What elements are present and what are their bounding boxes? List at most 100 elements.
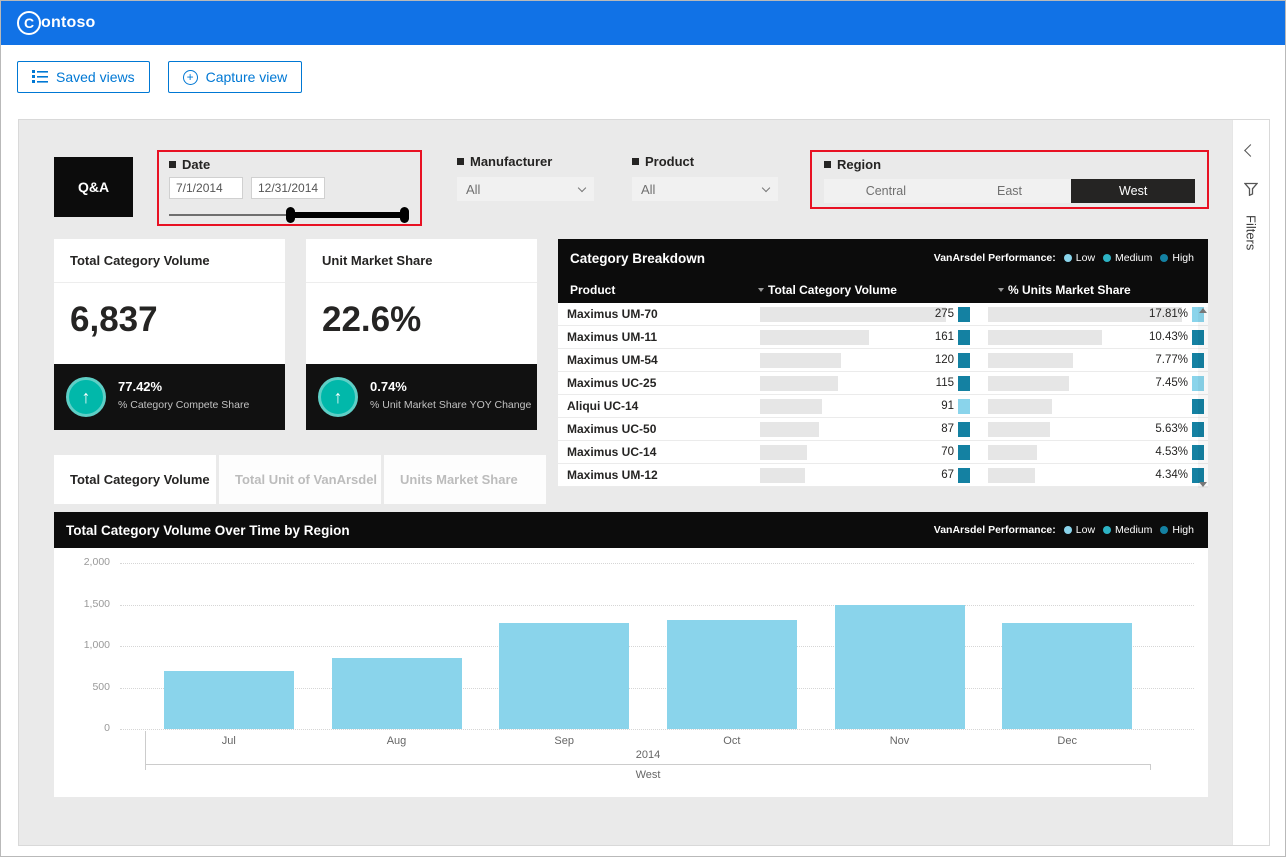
volume-value: 91	[941, 400, 954, 412]
table-row-maximus-um-70[interactable]: Maximus UM-70 275 17.81%	[558, 303, 1208, 326]
breakdown-title-row: Category Breakdown VanArsdel Performance…	[558, 239, 1208, 277]
column-header-volume[interactable]: Total Category Volume	[758, 283, 897, 297]
bar-aug[interactable]	[331, 658, 462, 729]
breakdown-column-headers: Product Total Category Volume % Units Ma…	[558, 277, 1208, 303]
performance-square-icon	[958, 353, 970, 368]
product-slicer-title: Product	[632, 154, 790, 169]
filter-funnel-icon[interactable]	[1243, 182, 1259, 201]
scroll-down-icon[interactable]	[1199, 482, 1207, 487]
tab-total-category-volume[interactable]: Total Category Volume	[54, 455, 216, 504]
saved-views-list-icon	[32, 69, 48, 86]
legend-item-high: High	[1160, 252, 1194, 264]
volume-data-bar	[760, 468, 806, 483]
column-header-share[interactable]: % Units Market Share	[998, 283, 1131, 297]
table-row-maximus-um-54[interactable]: Maximus UM-54 120 7.77%	[558, 349, 1208, 372]
region-buttons: Central East West	[824, 179, 1196, 203]
product-dropdown-value: All	[641, 181, 656, 197]
date-slicer-title-text: Date	[182, 157, 211, 172]
bar-slot-aug	[313, 658, 481, 729]
table-scrollbar[interactable]	[1198, 307, 1208, 488]
slicer-bullet-icon	[169, 161, 176, 168]
column-header-product[interactable]: Product	[570, 283, 615, 297]
up-arrow-icon: ↑	[333, 387, 343, 407]
kpi-value: 6,837	[70, 300, 158, 339]
category-breakdown-table: Category Breakdown VanArsdel Performance…	[558, 239, 1208, 492]
axis-elbow-line	[145, 731, 146, 764]
product-slicer-title-text: Product	[645, 154, 695, 169]
expand-pane-chevron-icon[interactable]	[1244, 144, 1257, 157]
volume-value: 161	[934, 331, 954, 343]
legend-dot-icon	[1103, 254, 1112, 262]
table-row-maximus-uc-50[interactable]: Maximus UC-50 87 5.63%	[558, 418, 1208, 441]
saved-views-label: Saved views	[56, 69, 135, 85]
manufacturer-dropdown[interactable]: All	[457, 177, 594, 201]
up-arrow-circle-icon: ↑	[318, 377, 358, 417]
slider-handle-left[interactable]	[285, 207, 295, 223]
date-range-slider[interactable]	[169, 207, 410, 223]
date-inputs	[169, 177, 410, 199]
share-value: 4.53%	[1155, 446, 1188, 458]
region-slicer-title-text: Region	[837, 157, 882, 172]
legend-title: VanArsdel Performance:	[933, 252, 1056, 264]
scroll-up-icon[interactable]	[1199, 308, 1207, 313]
legend-item-low: Low	[1063, 524, 1095, 536]
share-data-bar	[988, 468, 1035, 483]
bar-dec[interactable]	[1002, 622, 1133, 729]
tab-total-unit-of-vanarsdel[interactable]: Total Unit of VanArsdel	[219, 455, 381, 504]
kpi-footer: ↑ 77.42% % Category Compete Share	[54, 364, 285, 430]
capture-view-button[interactable]: + Capture view	[167, 61, 303, 93]
legend-item-low: Low	[1063, 252, 1095, 264]
volume-value: 115	[935, 377, 954, 389]
table-row-aliqui-uc-14[interactable]: Aliqui UC-14 91	[558, 395, 1208, 418]
volume-data-bar	[760, 422, 819, 437]
table-row-maximus-uc-25[interactable]: Maximus UC-25 115 7.45%	[558, 372, 1208, 395]
breakdown-title: Category Breakdown	[570, 250, 706, 266]
performance-square-icon	[958, 399, 970, 414]
manufacturer-slicer: Manufacturer All	[457, 154, 607, 201]
gridline	[120, 604, 1194, 606]
saved-views-button[interactable]: Saved views	[17, 61, 150, 93]
manufacturer-slicer-title: Manufacturer	[457, 154, 607, 169]
slicer-bullet-icon	[632, 158, 639, 165]
performance-square-icon	[958, 468, 970, 483]
table-row-maximus-um-11[interactable]: Maximus UM-11 161 10.43%	[558, 326, 1208, 349]
x-axis-region-label: West	[635, 769, 661, 781]
chevron-down-icon	[577, 183, 587, 192]
slider-handle-right[interactable]	[400, 207, 409, 223]
bar-oct[interactable]	[666, 620, 797, 729]
x-axis-label-sep: Sep	[554, 735, 574, 747]
tab-units-market-share[interactable]: Units Market Share	[384, 455, 546, 504]
performance-square-icon	[1192, 445, 1204, 460]
bar-nov[interactable]	[834, 604, 965, 729]
region-option-central[interactable]: Central	[824, 179, 948, 203]
kpi-title: Unit Market Share	[306, 239, 537, 283]
table-row-maximus-uc-14[interactable]: Maximus UC-14 70 4.53%	[558, 441, 1208, 464]
dashboard-panel: Q&A Date Manufacturer	[18, 119, 1270, 846]
gridline	[120, 687, 1194, 689]
share-value: 7.77%	[1155, 354, 1188, 366]
sort-descending-icon	[758, 288, 764, 292]
legend-title: VanArsdel Performance:	[933, 524, 1056, 536]
filters-pane-collapsed: Filters	[1232, 120, 1269, 845]
table-row-maximus-um-12[interactable]: Maximus UM-12 67 4.34%	[558, 464, 1208, 487]
column-header-share-label: % Units Market Share	[1008, 283, 1131, 297]
slider-selected-range[interactable]	[289, 212, 405, 218]
logo-text: ontoso	[41, 14, 96, 31]
bar-sep[interactable]	[499, 622, 630, 729]
product-cell: Maximus UM-12	[567, 468, 658, 482]
date-end-input[interactable]	[251, 177, 325, 199]
product-dropdown[interactable]: All	[632, 177, 778, 201]
product-cell: Maximus UM-70	[567, 307, 658, 321]
bar-jul[interactable]	[163, 670, 294, 729]
region-option-east[interactable]: East	[947, 179, 1072, 203]
chevron-down-icon	[761, 183, 771, 192]
qna-button[interactable]: Q&A	[54, 157, 133, 217]
kpi-card-total-category-volume: Total Category Volume 6,837 ↑ 77.42% % C…	[54, 239, 285, 430]
volume-data-bar	[760, 445, 808, 460]
region-option-west[interactable]: West	[1071, 179, 1196, 203]
capture-view-label: Capture view	[205, 69, 288, 85]
date-start-input[interactable]	[169, 177, 243, 199]
product-cell: Aliqui UC-14	[567, 399, 639, 413]
share-value: 5.63%	[1155, 423, 1188, 435]
share-data-bar	[988, 399, 1053, 414]
